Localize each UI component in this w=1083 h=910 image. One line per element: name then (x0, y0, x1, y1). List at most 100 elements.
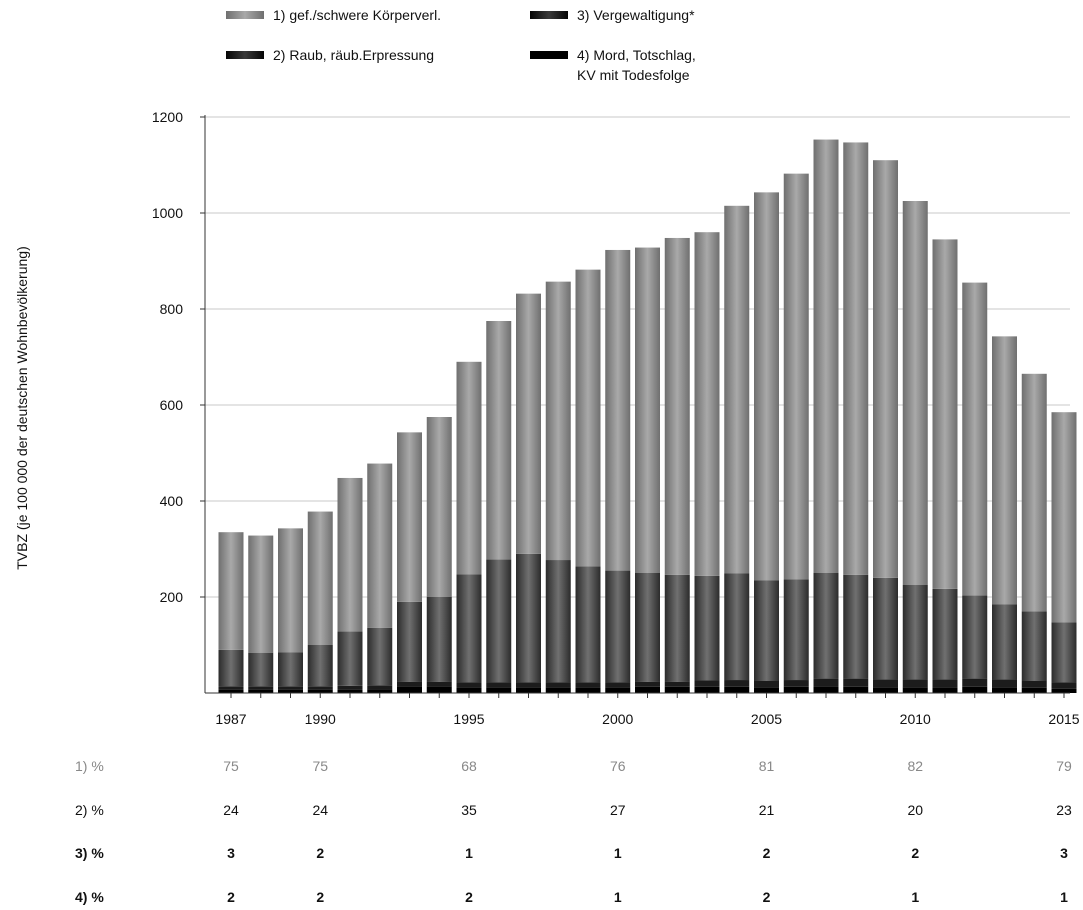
x-tick-label-2005: 2005 (751, 711, 782, 727)
bar-raub-2007 (813, 573, 839, 679)
bar-koerperverletzung-2001 (635, 247, 660, 573)
legend-swatch-4 (530, 51, 568, 59)
bar-vergewaltigung-2006 (783, 680, 809, 687)
percent-value-4-2000: 1 (614, 889, 622, 905)
bar-mord-1990 (307, 689, 333, 693)
bar-mord-1989 (278, 689, 303, 693)
bar-koerperverletzung-1990 (307, 511, 333, 645)
legend: 1) gef./schwere Körperverl. 2) Raub, räu… (226, 7, 696, 83)
bar-raub-1989 (278, 652, 303, 687)
bar-raub-1994 (426, 597, 452, 682)
bar-raub-1998 (545, 560, 571, 683)
percent-value-4-1987: 2 (227, 889, 235, 905)
bar-vergewaltigung-2013 (992, 679, 1017, 688)
legend-swatch-2 (226, 51, 264, 59)
bar-vergewaltigung-2003 (694, 680, 720, 687)
x-tick-label-2010: 2010 (900, 711, 931, 727)
bar-mord-1997 (516, 687, 541, 693)
percent-value-2-2000: 27 (610, 802, 626, 818)
bar-raub-1990 (307, 645, 333, 687)
bar-mord-1998 (545, 687, 571, 693)
bar-koerperverletzung-1997 (516, 293, 541, 554)
y-tick-label: 200 (160, 589, 184, 605)
percent-table: 1) % 75 75 68 76 81 82 792) % 24 24 35 27 21 20 233) %… (75, 758, 1072, 905)
percent-row-label-3: 3) % (75, 845, 104, 861)
bar-mord-2008 (843, 686, 869, 693)
bar-vergewaltigung-2001 (635, 681, 660, 687)
bar-vergewaltigung-2000 (605, 682, 631, 688)
percent-value-1-2015: 79 (1056, 758, 1072, 774)
bar-raub-2003 (694, 575, 720, 681)
percent-value-1-2000: 76 (610, 758, 626, 774)
percent-value-3-2010: 2 (911, 845, 919, 861)
percent-value-3-2000: 1 (614, 845, 622, 861)
bar-mord-2004 (724, 686, 750, 693)
bar-koerperverletzung-1994 (426, 417, 452, 597)
y-axis-label: TVBZ (je 100 000 der deutschen Wohnbevöl… (14, 246, 30, 570)
bar-koerperverletzung-2015 (1051, 412, 1077, 623)
bars (218, 139, 1077, 693)
bar-koerperverletzung-1995 (456, 361, 482, 575)
x-tick-label-2015: 2015 (1048, 711, 1079, 727)
bar-mord-1994 (426, 686, 452, 693)
bar-koerperverletzung-2012 (962, 282, 988, 596)
bar-koerperverletzung-2002 (664, 237, 690, 575)
bar-koerperverletzung-1991 (337, 477, 363, 632)
legend-label-4: 4) Mord, Totschlag, (577, 47, 696, 63)
percent-value-4-2005: 2 (763, 889, 771, 905)
bar-vergewaltigung-1994 (426, 681, 452, 687)
bar-vergewaltigung-1992 (367, 685, 393, 690)
bar-koerperverletzung-2006 (783, 173, 809, 580)
bar-mord-2002 (664, 686, 690, 693)
bar-mord-2014 (1021, 687, 1047, 693)
y-tick-label: 600 (160, 397, 184, 413)
bar-vergewaltigung-2009 (873, 679, 898, 688)
percent-value-2-1995: 35 (461, 802, 477, 818)
percent-value-4-2010: 1 (911, 889, 919, 905)
bar-raub-1999 (575, 566, 601, 683)
bar-raub-1992 (367, 627, 393, 686)
bar-raub-1991 (337, 631, 363, 686)
percent-value-1-2010: 82 (907, 758, 923, 774)
bar-mord-1996 (486, 687, 512, 693)
bar-raub-1995 (456, 574, 482, 683)
y-tick-label: 1200 (152, 109, 183, 125)
bar-mord-2000 (605, 687, 631, 693)
bar-mord-2006 (783, 686, 809, 693)
bar-mord-2007 (813, 686, 839, 693)
bar-koerperverletzung-2011 (932, 239, 958, 589)
bar-raub-2001 (635, 573, 660, 682)
percent-value-3-1987: 3 (227, 845, 235, 861)
legend-label-4-line2: KV mit Todesfolge (577, 67, 690, 83)
bar-koerperverletzung-1999 (575, 269, 601, 567)
bar-mord-1993 (397, 686, 422, 693)
percent-value-4-2015: 1 (1060, 889, 1068, 905)
bar-koerperverletzung-2009 (873, 160, 898, 578)
bar-raub-2005 (754, 580, 779, 681)
percent-value-1-1990: 75 (312, 758, 328, 774)
legend-label-2: 2) Raub, räub.Erpressung (273, 47, 434, 63)
percent-value-4-1995: 2 (465, 889, 473, 905)
bar-koerperverletzung-1988 (248, 535, 274, 653)
percent-row-label-1: 1) % (75, 758, 104, 774)
bar-vergewaltigung-2005 (754, 681, 779, 688)
legend-swatch-1 (226, 11, 264, 19)
bar-mord-2005 (754, 687, 779, 693)
bar-raub-2004 (724, 573, 750, 681)
bar-vergewaltigung-1998 (545, 682, 571, 688)
x-tick-label-2000: 2000 (602, 711, 633, 727)
bar-koerperverletzung-2007 (813, 139, 839, 573)
bar-koerperverletzung-1993 (397, 432, 422, 602)
bar-vergewaltigung-2015 (1051, 682, 1077, 689)
bar-vergewaltigung-1990 (307, 686, 333, 690)
percent-value-1-2005: 81 (759, 758, 775, 774)
y-tick-label: 400 (160, 493, 184, 509)
bar-raub-2010 (902, 585, 928, 680)
bar-mord-2011 (932, 687, 958, 693)
bar-vergewaltigung-1991 (337, 685, 363, 690)
x-tick-label-1995: 1995 (453, 711, 484, 727)
bar-vergewaltigung-2002 (664, 681, 690, 687)
y-tick-label: 800 (160, 301, 184, 317)
bar-koerperverletzung-2000 (605, 249, 631, 571)
